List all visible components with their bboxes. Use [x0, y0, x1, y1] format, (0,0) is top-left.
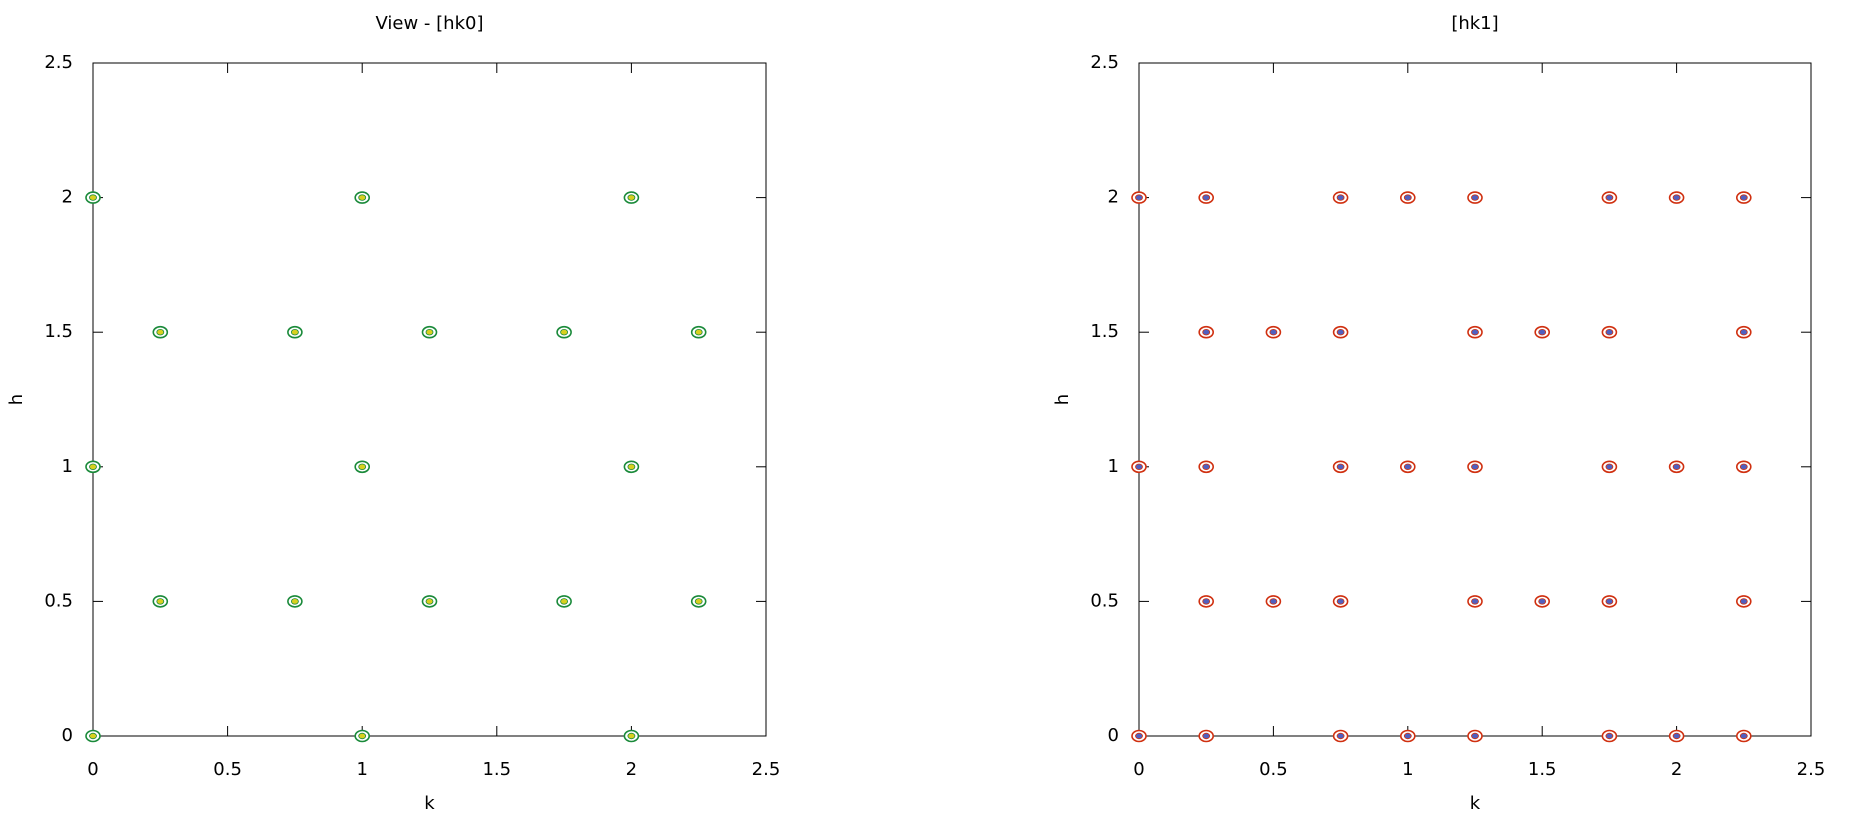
spot-core	[1605, 194, 1614, 201]
spot-core	[1336, 598, 1345, 605]
plot-frame	[1138, 62, 1812, 737]
spot-core	[1135, 463, 1143, 470]
plot: View - [hk0] k h 0 0.5 1 1.5 2 2.5 0 0.5 1 1.5 2 2.5	[6, 13, 780, 814]
spot-core	[1538, 329, 1547, 336]
y-tick-label: 2	[62, 187, 73, 208]
spot-core	[1538, 598, 1547, 605]
spot-core	[1471, 598, 1479, 605]
spot-core	[358, 194, 367, 201]
spot-core	[89, 732, 97, 740]
x-axis-label: k	[424, 793, 435, 814]
plot-title: View - [hk0]	[376, 13, 484, 34]
spot-core	[1336, 732, 1345, 740]
spot-core	[1403, 463, 1412, 470]
x-tick-label: 1	[1402, 759, 1413, 780]
spot-core	[560, 598, 568, 605]
x-tick-label: 2	[626, 759, 637, 780]
x-tick-label: 0.5	[213, 759, 242, 780]
spot-core	[1202, 194, 1211, 201]
spot-core	[425, 598, 434, 605]
spot-core	[1672, 194, 1681, 201]
spot-core	[1471, 732, 1479, 740]
x-tick-label: 1.5	[1528, 759, 1557, 780]
spot-core	[1739, 194, 1748, 201]
spot-core	[560, 329, 568, 336]
spot-core	[358, 463, 367, 470]
spot-core	[290, 329, 299, 336]
plot-title: [hk1]	[1451, 13, 1498, 34]
spot-core	[89, 194, 97, 201]
spot-core	[694, 598, 703, 605]
y-tick-label: 0.5	[1090, 590, 1119, 611]
spot-core	[627, 194, 636, 201]
spot-core	[1739, 329, 1748, 336]
spot-core	[1403, 194, 1412, 201]
spot-core	[1739, 598, 1748, 605]
y-tick-label: 2.5	[1090, 52, 1119, 73]
y-tick-label: 2	[1108, 187, 1119, 208]
x-tick-label: 2.5	[1797, 759, 1826, 780]
y-tick-label: 1.5	[44, 321, 73, 342]
x-tick-label: 0.5	[1259, 759, 1288, 780]
spot-core	[89, 463, 97, 470]
plot-frame	[92, 62, 767, 737]
x-tick-label: 0	[87, 759, 98, 780]
y-axis-label: h	[6, 394, 27, 405]
spot-core	[1269, 598, 1278, 605]
spot-core	[1336, 463, 1345, 470]
y-tick-label: 1	[1108, 456, 1119, 477]
y-tick-label: 1.5	[1090, 321, 1119, 342]
y-tick-label: 2.5	[44, 52, 73, 73]
x-tick-label: 0	[1133, 759, 1144, 780]
spot-core	[1471, 194, 1479, 201]
spot-core	[1269, 329, 1278, 336]
spot-core	[1202, 598, 1211, 605]
spot-core	[1605, 329, 1614, 336]
spot-core	[1605, 598, 1614, 605]
y-axis-label: h	[1052, 394, 1073, 405]
spot-core	[1336, 194, 1345, 201]
spot-core	[1336, 329, 1345, 336]
spot-core	[1403, 732, 1412, 740]
spot-core	[1135, 732, 1143, 740]
y-tick-label: 0.5	[44, 590, 73, 611]
spot-core	[1605, 463, 1614, 470]
spot-core	[1672, 732, 1681, 740]
spot-core	[1471, 463, 1479, 470]
spot-core	[425, 329, 434, 336]
x-tick-label: 2.5	[752, 759, 781, 780]
spot-core	[156, 598, 165, 605]
spot-core	[1202, 732, 1211, 740]
x-tick-label: 1	[356, 759, 367, 780]
spot-core	[627, 463, 636, 470]
spot-core	[1471, 329, 1479, 336]
spot-core	[627, 732, 636, 740]
spot-core	[1739, 463, 1748, 470]
spot-core	[1739, 732, 1748, 740]
spot-core	[694, 329, 703, 336]
y-tick-label: 1	[62, 456, 73, 477]
spot-core	[358, 732, 367, 740]
spot-core	[1202, 329, 1211, 336]
x-tick-label: 2	[1671, 759, 1682, 780]
x-tick-label: 1.5	[482, 759, 511, 780]
spot-core	[156, 329, 165, 336]
x-axis-label: k	[1470, 793, 1481, 814]
spot-core	[1202, 463, 1211, 470]
spot-core	[1605, 732, 1614, 740]
spot-core	[1672, 463, 1681, 470]
plot: [hk1] k h 0 0.5 1 1.5 2 2.5 0 0.5 1 1.5 2 2.5	[1052, 13, 1825, 814]
y-tick-label: 0	[1108, 725, 1119, 746]
spot-core	[290, 598, 299, 605]
spot-core	[1135, 194, 1143, 201]
y-tick-label: 0	[62, 725, 73, 746]
